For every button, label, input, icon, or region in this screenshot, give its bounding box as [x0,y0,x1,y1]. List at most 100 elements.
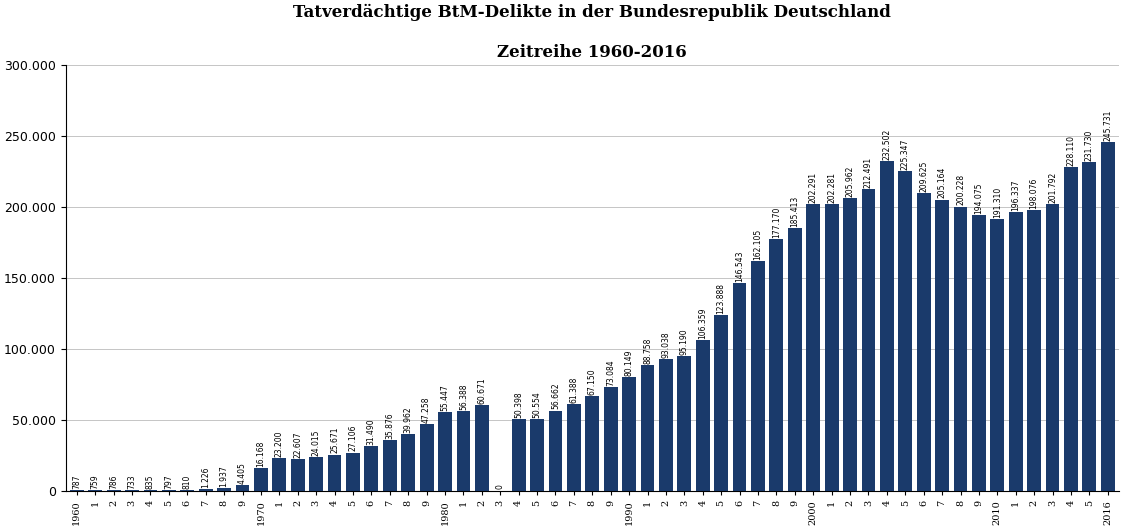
Text: 27.106: 27.106 [348,425,357,451]
Text: 202.291: 202.291 [809,171,818,203]
Bar [365,446,378,491]
Text: 61.388: 61.388 [569,376,578,403]
Text: 185.413: 185.413 [791,195,800,226]
Bar [880,161,894,491]
Bar [548,411,563,491]
Text: 22.607: 22.607 [293,431,302,458]
Text: 198.076: 198.076 [1030,177,1039,208]
Bar [420,424,433,491]
Bar [438,412,451,491]
Text: 196.337: 196.337 [1011,179,1020,211]
Text: 162.105: 162.105 [754,229,763,260]
Text: 200.228: 200.228 [956,175,965,205]
Text: 47.258: 47.258 [422,396,431,423]
Text: 67.150: 67.150 [587,368,596,395]
Text: 225.347: 225.347 [901,139,910,170]
Bar [751,261,765,491]
Text: 733: 733 [128,475,137,489]
Text: 50.554: 50.554 [532,391,541,418]
Text: 797: 797 [164,474,173,489]
Bar [973,215,986,491]
Bar [217,488,231,491]
Text: 194.075: 194.075 [975,183,984,214]
Bar [953,207,967,491]
Text: 106.359: 106.359 [699,307,707,339]
Bar [732,283,747,491]
Bar [990,219,1004,491]
Bar [1028,209,1041,491]
Bar [861,189,875,491]
Bar [144,490,157,491]
Text: 202.281: 202.281 [828,171,837,203]
Bar [475,405,489,491]
Text: 228.110: 228.110 [1067,135,1076,166]
Text: 810: 810 [183,475,192,489]
Bar [346,452,359,491]
Bar [659,359,673,491]
Bar [1083,162,1096,491]
Text: 39.962: 39.962 [403,406,412,433]
Bar [567,404,581,491]
Text: 245.731: 245.731 [1103,110,1112,141]
Text: 146.543: 146.543 [736,250,745,282]
Text: 205.962: 205.962 [846,166,855,197]
Bar [530,419,544,491]
Text: 31.490: 31.490 [367,418,376,445]
Bar [696,340,710,491]
Text: 56.662: 56.662 [551,383,560,409]
Bar [383,440,396,491]
Text: 4.405: 4.405 [238,462,247,484]
Text: 231.730: 231.730 [1085,129,1094,161]
Text: 95.190: 95.190 [679,328,688,354]
Text: 1.226: 1.226 [201,467,210,488]
Text: 60.671: 60.671 [477,377,486,404]
Bar [916,193,931,491]
Bar [788,227,802,491]
Bar [622,377,636,491]
Bar [640,365,655,491]
Bar [843,198,857,491]
Bar [273,458,286,491]
Text: 232.502: 232.502 [883,129,892,160]
Bar [824,204,839,491]
Bar [1046,204,1059,491]
Bar [677,356,692,491]
Bar [162,490,176,491]
Bar [898,171,912,491]
Text: 177.170: 177.170 [772,207,780,238]
Text: 16.168: 16.168 [256,441,265,467]
Text: 56.388: 56.388 [459,384,468,410]
Bar [512,419,526,491]
Text: 24.015: 24.015 [312,430,321,456]
Bar [181,490,194,491]
Text: 23.200: 23.200 [275,431,284,457]
Bar [309,457,323,491]
Text: 1.937: 1.937 [220,466,229,487]
Bar [806,204,820,491]
Text: 787: 787 [72,475,81,489]
Bar [236,485,249,491]
Text: 786: 786 [109,475,118,489]
Text: 55.447: 55.447 [440,385,449,411]
Bar [70,490,84,491]
Bar [585,396,600,491]
Text: 35.876: 35.876 [385,412,394,439]
Text: 759: 759 [91,474,100,489]
Text: 25.671: 25.671 [330,427,339,453]
Bar [604,387,618,491]
Bar [291,459,304,491]
Text: 191.310: 191.310 [993,187,1002,218]
Text: 123.888: 123.888 [716,283,725,314]
Text: 88.758: 88.758 [643,338,652,364]
Bar [89,490,102,491]
Bar [769,239,784,491]
Text: 93.038: 93.038 [661,331,670,358]
Bar [935,199,949,491]
Bar [457,411,471,491]
Bar [254,468,267,491]
Bar [1101,142,1115,491]
Text: 73.084: 73.084 [606,360,615,386]
Text: 0: 0 [495,485,504,489]
Bar [328,454,341,491]
Bar [107,490,120,491]
